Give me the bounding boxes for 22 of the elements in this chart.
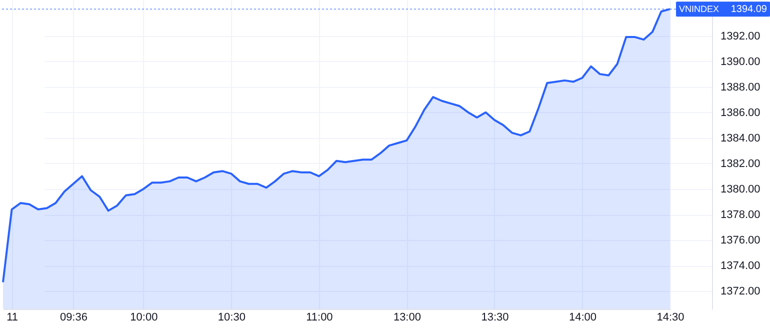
y-tick-label: 1372.00 xyxy=(720,286,760,298)
y-tick-label: 1382.00 xyxy=(720,158,760,170)
y-tick-label: 1392.00 xyxy=(720,30,760,42)
y-tick-label: 1388.00 xyxy=(720,81,760,94)
y-tick-label: 1384.00 xyxy=(720,132,760,144)
x-tick-label: 11:00 xyxy=(306,312,333,324)
x-tick-label: 10:30 xyxy=(218,312,246,324)
series-label: VNINDEX xyxy=(679,4,720,14)
y-tick-label: 1390.00 xyxy=(720,56,760,68)
x-tick-label: 14:00 xyxy=(568,312,596,324)
ref-line-label: 1394.09 xyxy=(730,4,768,16)
x-tick-label: 14:30 xyxy=(656,312,684,324)
y-tick-label: 1380.00 xyxy=(720,183,760,196)
y-tick-label: 1376.00 xyxy=(720,234,760,247)
x-tick-label: 11 xyxy=(6,312,18,324)
x-tick-label: 10:00 xyxy=(130,312,158,324)
y-tick-label: 1378.00 xyxy=(720,209,760,222)
y-tick-label: 1374.00 xyxy=(720,260,760,272)
y-tick-label: 1386.00 xyxy=(720,106,760,119)
x-tick-label: 13:30 xyxy=(481,312,509,324)
x-tick-label: 09:36 xyxy=(60,312,88,324)
x-tick-label: 13:00 xyxy=(393,312,421,324)
